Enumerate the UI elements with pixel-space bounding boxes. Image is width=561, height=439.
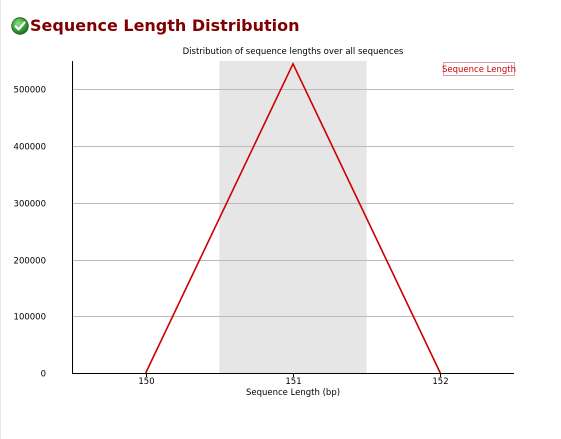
x-axis-label: Sequence Length (bp) [246,388,340,398]
pass-check-icon [11,17,29,35]
highlight-band [219,61,367,373]
y-tick-label: 0 [41,370,46,380]
y-tick-label: 200000 [14,257,46,267]
axes [72,61,514,377]
chart-title: Distribution of sequence lengths over al… [183,47,404,57]
module-header: Sequence Length Distribution [11,14,300,38]
y-tick-label: 300000 [14,200,46,210]
y-tick-label: 400000 [14,143,46,153]
legend-box [443,62,515,76]
x-tick-label: 152 [432,377,448,387]
labels-layer: 0 100000 200000 300000 400000 500000 150 151 152… [14,47,449,398]
module-title: Sequence Length Distribution [30,16,300,35]
series-layer [144,61,442,374]
y-tick-label: 500000 [14,86,46,96]
x-tick-label: 150 [138,377,154,387]
x-tick-label: 151 [285,377,301,387]
panel-left-border [0,0,1,439]
plot-background-layer [219,61,367,373]
y-tick-label: 100000 [14,313,46,323]
legend-entry: Sequence Length [442,65,516,75]
gridlines [72,89,514,317]
series-line [144,61,442,374]
legend: Sequence Length [442,62,516,76]
